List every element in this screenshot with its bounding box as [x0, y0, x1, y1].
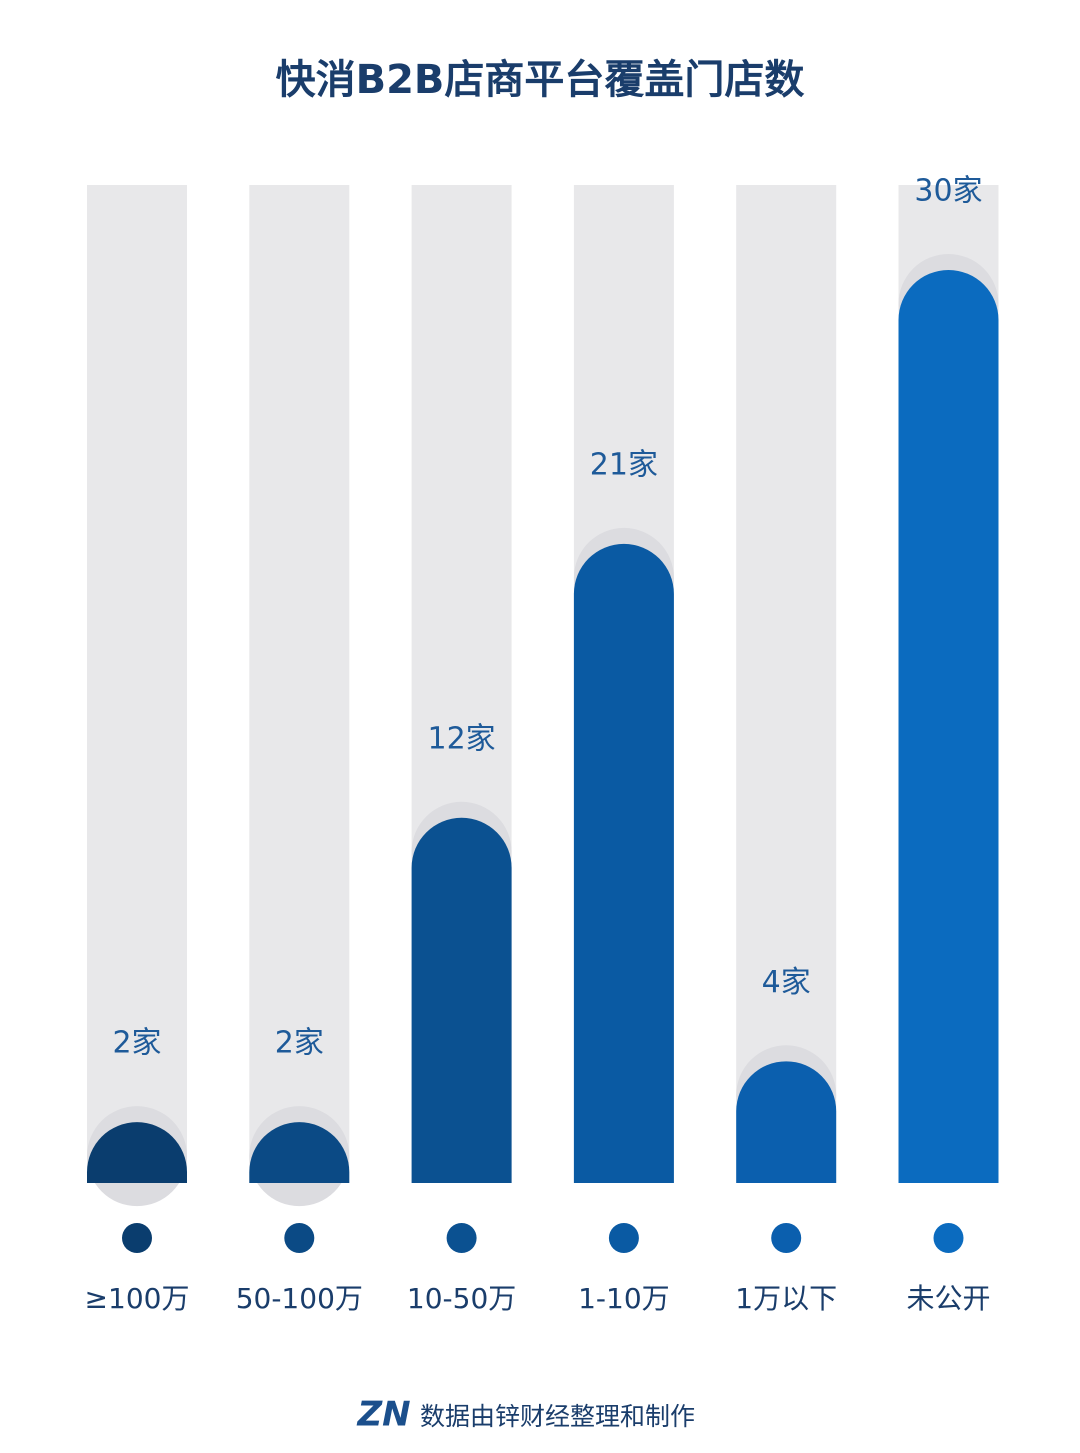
bar	[898, 269, 999, 1183]
value-label: 2家	[275, 1026, 324, 1061]
x-tick-label: 50-100万	[236, 1282, 363, 1315]
bar	[411, 817, 512, 1183]
x-tick-label: 10-50万	[407, 1282, 516, 1315]
dot	[933, 1223, 964, 1253]
bar	[249, 1122, 350, 1183]
chart-title: 快消B2B店商平台覆盖门店数	[276, 57, 805, 103]
logo: ZN	[356, 1395, 410, 1435]
x-tick-label: 1-10万	[578, 1282, 670, 1315]
footer-text: 数据由锌财经整理和制作	[420, 1402, 695, 1431]
value-label: 21家	[590, 447, 658, 482]
bar	[573, 543, 674, 1183]
track	[249, 185, 350, 1183]
value-label: 12家	[428, 721, 496, 756]
x-tick-label: 1万以下	[735, 1282, 837, 1315]
track	[736, 185, 837, 1183]
value-label: 4家	[762, 965, 811, 1000]
dot	[446, 1223, 477, 1253]
value-label: 2家	[112, 1026, 161, 1061]
dot	[771, 1223, 802, 1253]
bar	[736, 1061, 837, 1183]
bar	[87, 1122, 187, 1183]
dot	[608, 1223, 639, 1253]
dot	[284, 1223, 315, 1253]
value-label: 30家	[914, 174, 982, 209]
dot	[122, 1223, 152, 1253]
x-tick-label: 未公开	[906, 1282, 990, 1315]
track	[87, 185, 187, 1183]
x-tick-label: ≥100万	[85, 1282, 190, 1315]
